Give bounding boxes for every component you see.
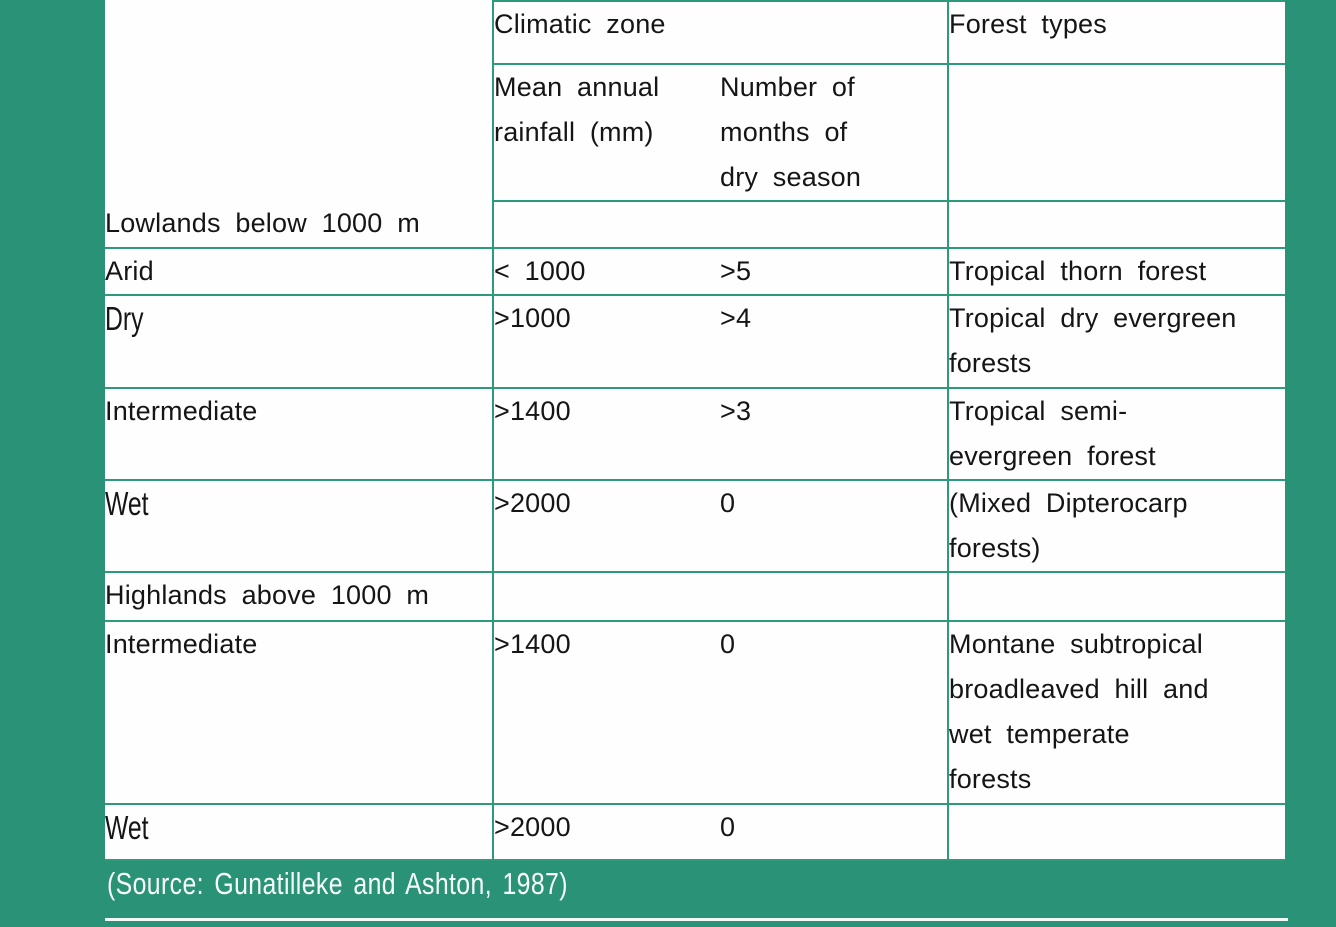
forest-type-cell: Tropical semi- evergreen forest bbox=[948, 388, 1285, 481]
zone-label: Dry bbox=[105, 300, 144, 337]
table-row-intermediate-highlands: Intermediate >1400 0 Montane subtropical… bbox=[105, 621, 1285, 805]
empty-cell bbox=[720, 201, 949, 249]
bottom-divider-line bbox=[105, 918, 1288, 921]
rainfall-cell: < 1000 bbox=[493, 248, 720, 296]
header-forest-types: Forest types bbox=[948, 0, 1285, 65]
section-label: Lowlands below 1000 m bbox=[105, 201, 494, 249]
forest-type-cell bbox=[948, 804, 1285, 861]
section-label: Highlands above 1000 m bbox=[105, 572, 494, 622]
table-row-dry: Dry >1000 >4 Tropical dry evergreen fore… bbox=[105, 295, 1285, 389]
rainfall-cell: >1400 bbox=[493, 388, 720, 481]
empty-cell bbox=[720, 572, 949, 622]
header-climatic-zone: Climatic zone bbox=[493, 0, 949, 65]
dry-months-cell: >5 bbox=[720, 248, 949, 296]
header-mean-annual-rainfall: Mean annual rainfall (mm) bbox=[493, 64, 720, 202]
table-row-wet-highlands: Wet >2000 0 bbox=[105, 804, 1285, 861]
table-row-wet-lowlands: Wet >2000 0 (Mixed Dipterocarp forests) bbox=[105, 480, 1285, 573]
table-row-arid: Arid < 1000 >5 Tropical thorn forest bbox=[105, 248, 1285, 296]
dry-months-cell: 0 bbox=[720, 621, 949, 805]
empty-cell bbox=[948, 201, 1285, 249]
zone-cell: Intermediate bbox=[105, 621, 494, 805]
dry-months-cell: 0 bbox=[720, 480, 949, 573]
forest-type-cell: Montane subtropical broadleaved hill and… bbox=[948, 621, 1285, 805]
zone-cell: Intermediate bbox=[105, 388, 494, 481]
source-caption: (Source: Gunatilleke and Ashton, 1987) bbox=[107, 866, 568, 901]
climate-forest-table: Climatic zone Forest types Mean annual r… bbox=[105, 0, 1285, 861]
section-row-highlands: Highlands above 1000 m bbox=[105, 572, 1285, 622]
empty-cell bbox=[948, 572, 1285, 622]
table-sheet: Climatic zone Forest types Mean annual r… bbox=[105, 0, 1285, 861]
empty-cell bbox=[493, 572, 720, 622]
rainfall-cell: >2000 bbox=[493, 804, 720, 861]
header-dry-season-months: Number of months of dry season bbox=[720, 64, 949, 202]
zone-label: Wet bbox=[105, 809, 149, 846]
forest-type-cell: (Mixed Dipterocarp forests) bbox=[948, 480, 1285, 573]
rainfall-cell: >1400 bbox=[493, 621, 720, 805]
section-row-lowlands: Lowlands below 1000 m bbox=[105, 201, 1285, 249]
table-row-intermediate-lowlands: Intermediate >1400 >3 Tropical semi- eve… bbox=[105, 388, 1285, 481]
zone-cell: Arid bbox=[105, 248, 494, 296]
dry-months-cell: 0 bbox=[720, 804, 949, 861]
forest-type-cell: Tropical thorn forest bbox=[948, 248, 1285, 296]
empty-cell bbox=[493, 201, 720, 249]
forest-type-cell: Tropical dry evergreen forests bbox=[948, 295, 1285, 389]
dry-months-cell: >4 bbox=[720, 295, 949, 389]
header-empty-cell bbox=[948, 64, 1285, 202]
zone-label: Wet bbox=[105, 485, 149, 522]
rainfall-cell: >1000 bbox=[493, 295, 720, 389]
rainfall-cell: >2000 bbox=[493, 480, 720, 573]
dry-months-cell: >3 bbox=[720, 388, 949, 481]
header-row-1: Climatic zone Forest types bbox=[105, 0, 1285, 201]
corner-empty-cell bbox=[105, 1, 494, 201]
zone-cell: Wet bbox=[105, 804, 494, 861]
header-row-2: Mean annual rainfall (mm) Number of mont… bbox=[105, 64, 1285, 202]
zone-cell: Dry bbox=[105, 295, 494, 389]
zone-cell: Wet bbox=[105, 480, 494, 573]
